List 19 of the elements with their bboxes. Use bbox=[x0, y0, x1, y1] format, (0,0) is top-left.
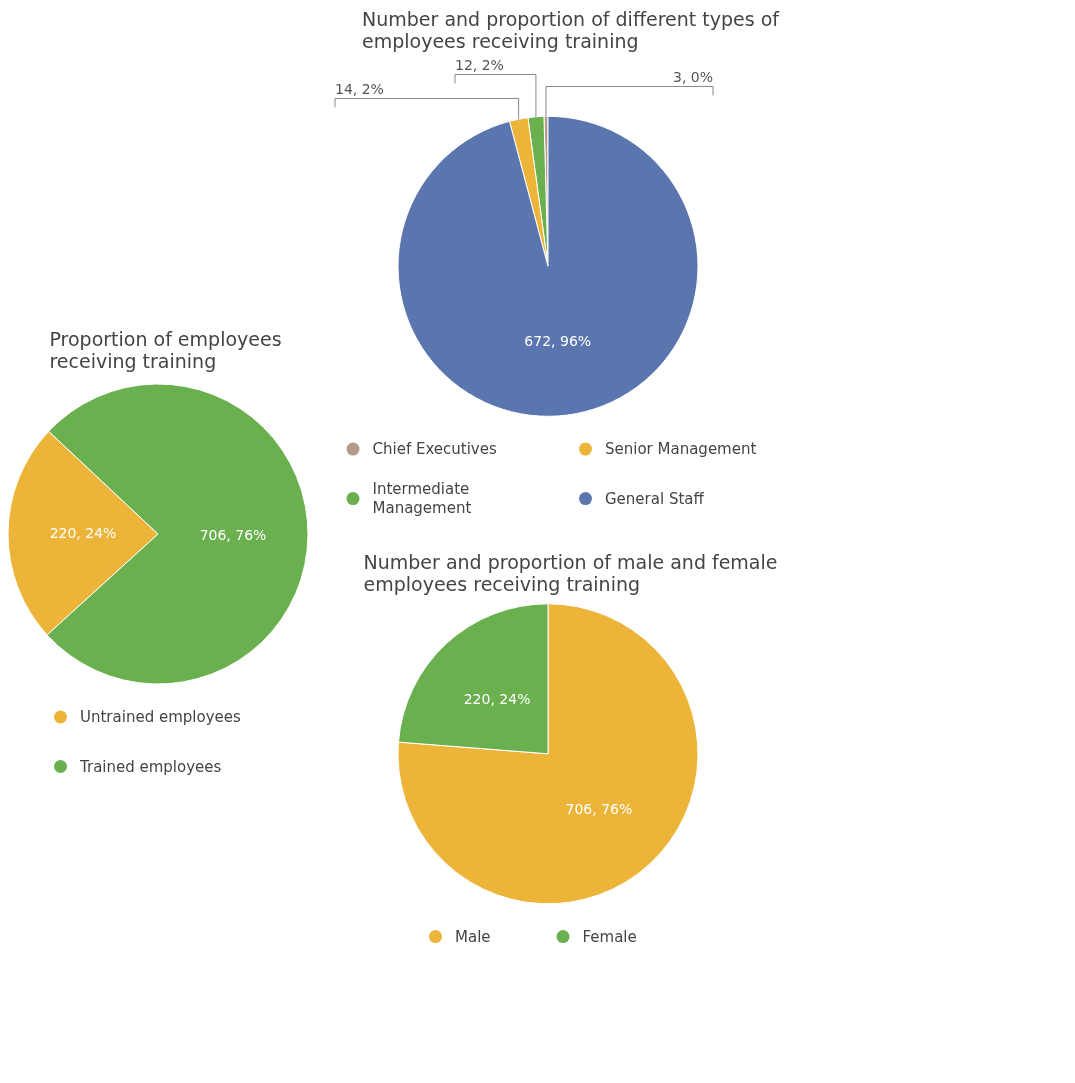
chart-title: Number and proportion of male and female employees receiving training bbox=[363, 550, 778, 595]
legend-label: Untrained employees bbox=[80, 708, 241, 726]
legend-label: Chief Executives bbox=[372, 440, 497, 459]
data-label: 220, 24% bbox=[49, 525, 117, 542]
data-label: 706, 76% bbox=[199, 526, 267, 543]
legend-label: Intermediate Management bbox=[372, 479, 472, 518]
legend-label: General Staff bbox=[605, 489, 705, 508]
data-label: 12, 2% bbox=[455, 56, 504, 73]
data-label: 220, 24% bbox=[463, 690, 531, 707]
data-label: 706, 76% bbox=[565, 800, 633, 817]
data-label: 672, 96% bbox=[524, 332, 592, 349]
legend-label: Trained employees bbox=[79, 757, 222, 776]
legend-label: Male bbox=[455, 927, 491, 946]
data-label: 3, 0% bbox=[672, 68, 714, 85]
legend-label: Senior Management bbox=[605, 440, 757, 459]
legend-label: Female bbox=[582, 927, 637, 946]
chart-title: Proportion of employees receiving training bbox=[49, 327, 282, 372]
chart-title: Number and proportion of different types of employees receiving training bbox=[362, 7, 781, 52]
data-label: 14, 2% bbox=[335, 80, 384, 97]
